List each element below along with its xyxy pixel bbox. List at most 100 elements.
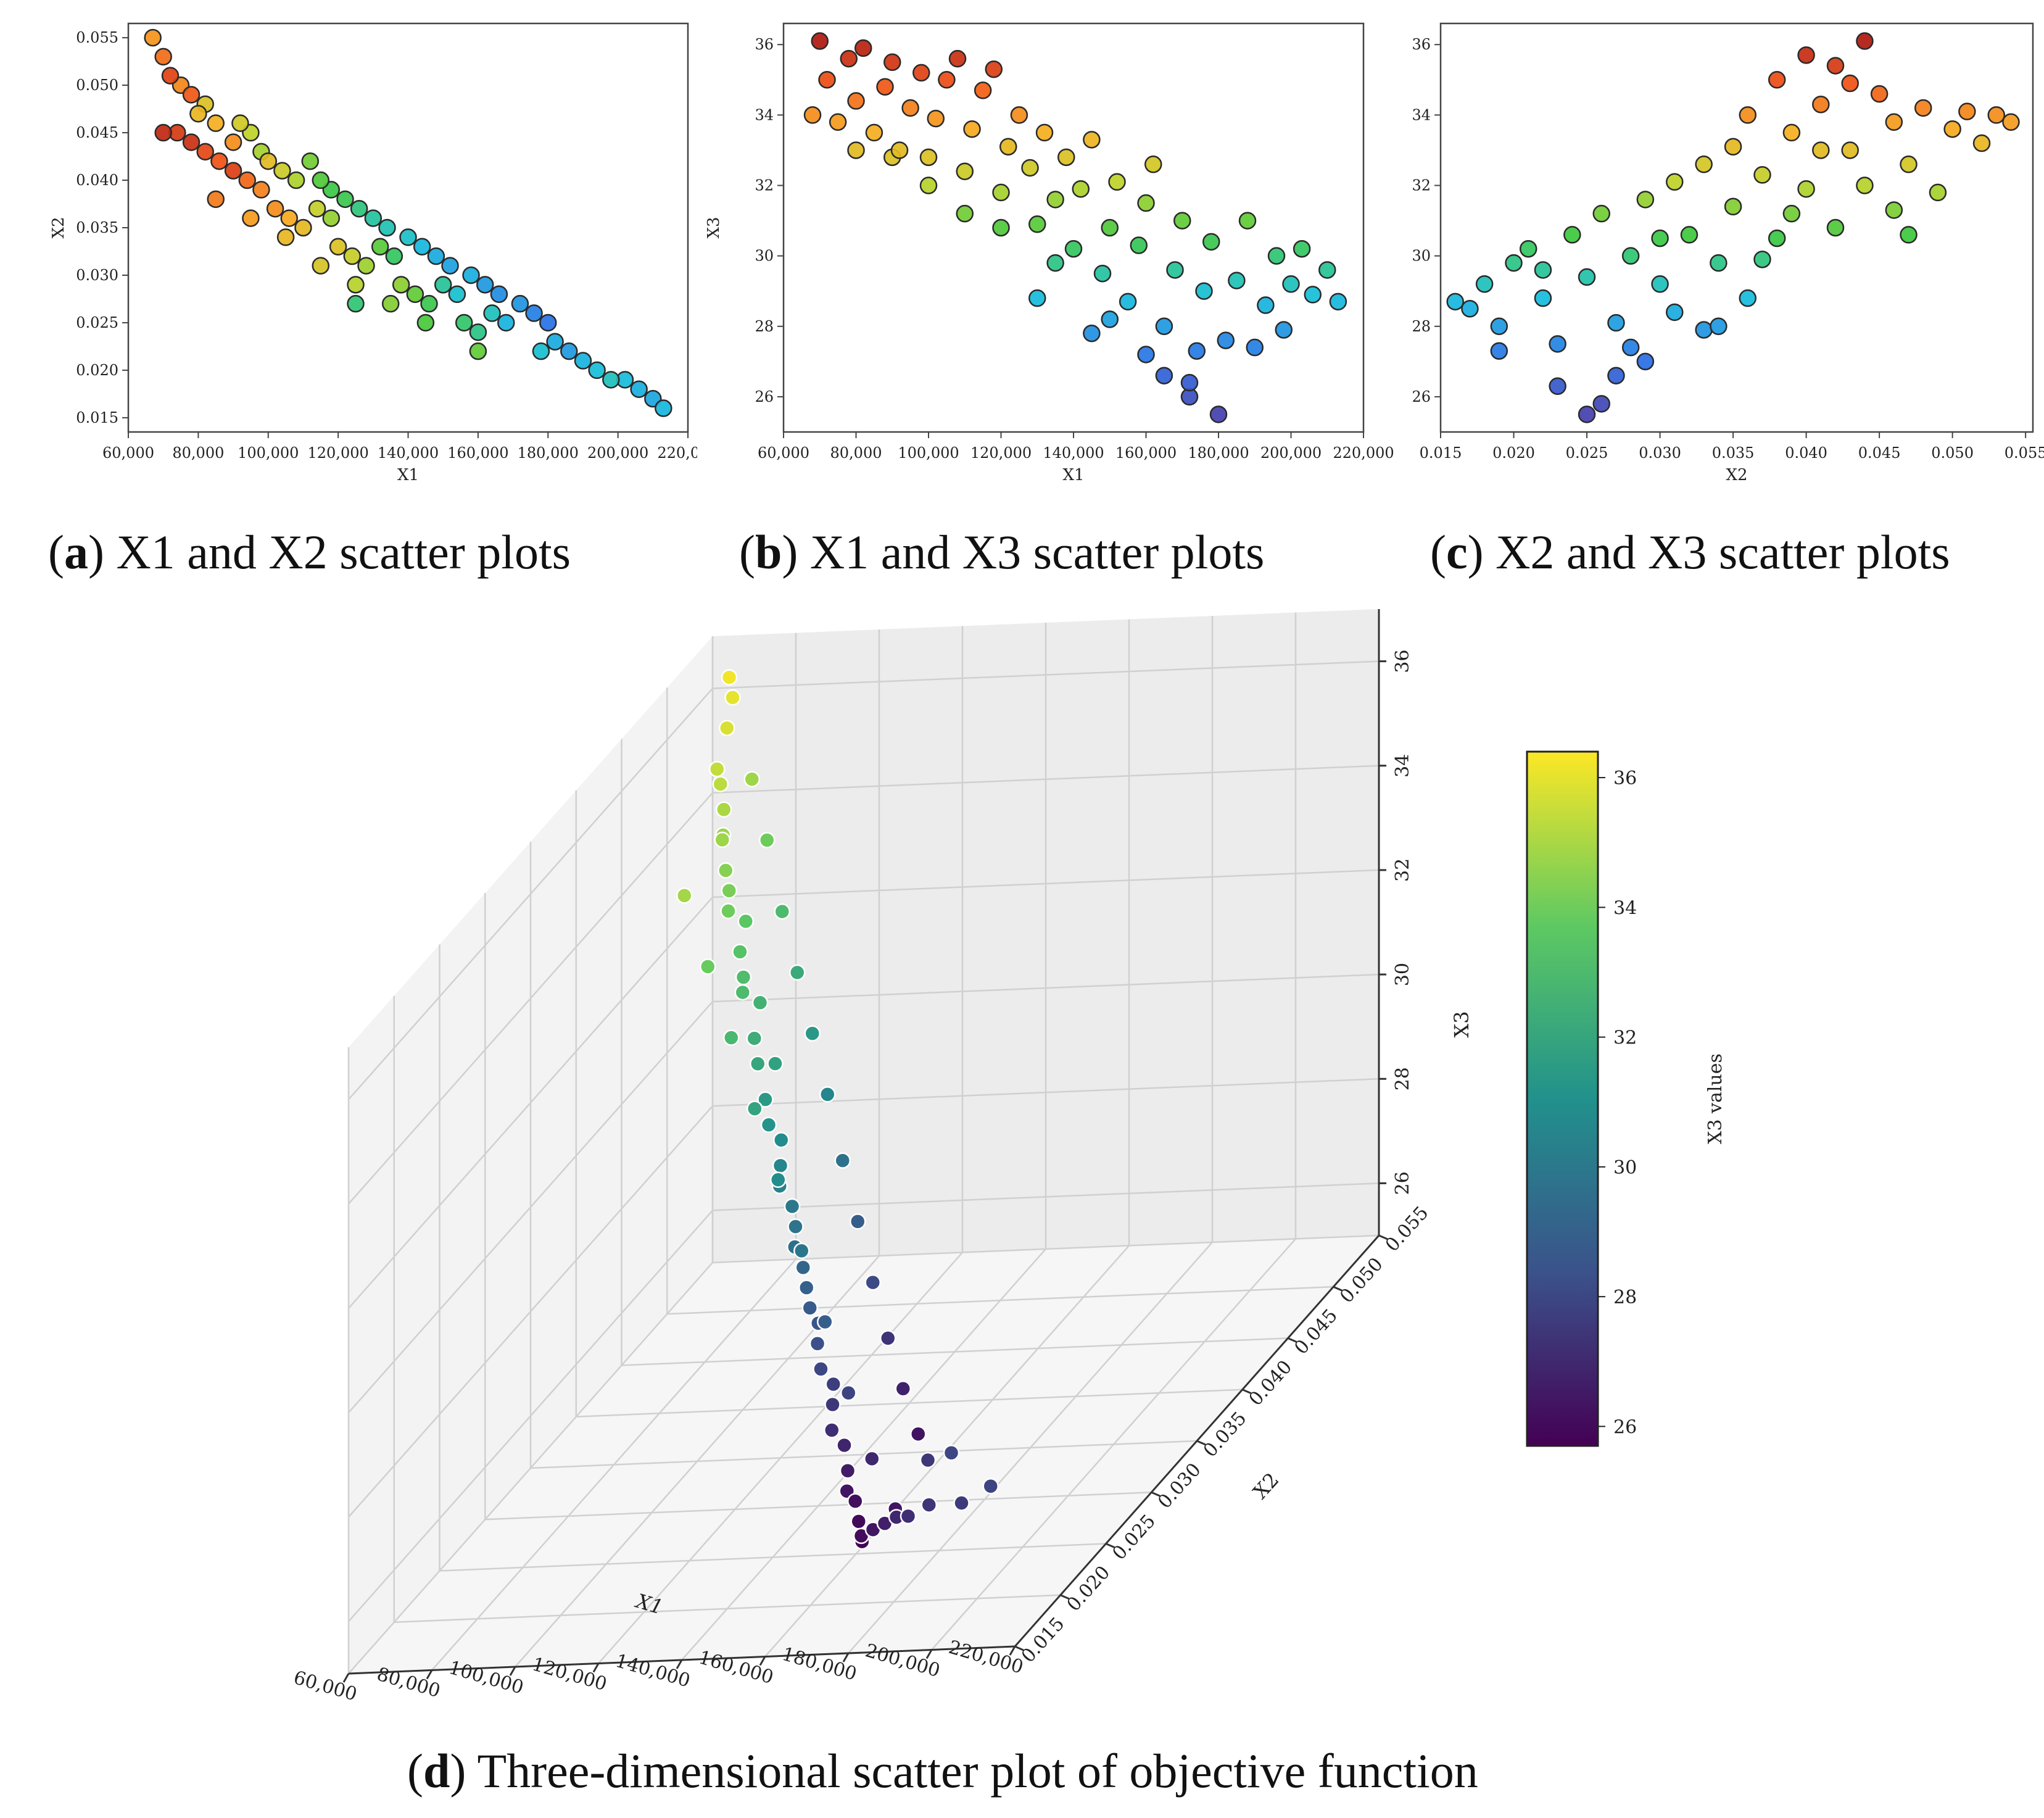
data-point-3d: [784, 1198, 801, 1215]
data-point: [1578, 268, 1596, 286]
data-point-3d: [834, 1152, 851, 1169]
colorbar-tick-label: 32: [1613, 1027, 1637, 1049]
data-point: [1841, 141, 1859, 159]
data-point: [154, 123, 172, 142]
data-point: [1257, 296, 1275, 314]
x-tick-label: 200,000: [1260, 444, 1322, 462]
data-point: [1137, 194, 1155, 212]
data-point: [392, 276, 410, 294]
x-tick-label: 0.040: [1785, 444, 1827, 462]
data-point-3d: [824, 1422, 840, 1438]
data-point: [469, 342, 487, 360]
x-tick-label: 200,000: [587, 444, 648, 462]
data-point: [803, 106, 822, 124]
data-point: [490, 285, 508, 304]
data-point: [1490, 317, 1508, 336]
back-grid-line: [712, 660, 1380, 689]
data-point: [189, 105, 207, 123]
y-tick-label: 28: [1412, 318, 1431, 335]
data-point-3d: [864, 1450, 880, 1467]
x3-tick-label: 34: [1392, 754, 1413, 778]
data-point-3d: [676, 887, 693, 904]
y-tick-label: 26: [1412, 388, 1431, 405]
data-point: [1549, 377, 1566, 396]
data-point: [999, 138, 1017, 156]
caption-c-label: c: [1446, 525, 1468, 579]
data-point: [1155, 317, 1173, 336]
data-point: [1695, 156, 1713, 173]
colorbar-tick-label: 28: [1613, 1287, 1637, 1308]
data-point: [1057, 148, 1075, 167]
x-axis-label: X1: [397, 466, 419, 484]
data-point: [1856, 176, 1874, 194]
data-point-3d: [787, 1218, 804, 1235]
y-tick-label: 0.030: [76, 267, 118, 284]
data-point-3d: [772, 1157, 789, 1174]
floor-grid-line: [712, 1234, 1380, 1264]
data-point-3d: [732, 944, 748, 960]
x2-tick-mark: [1242, 1388, 1252, 1395]
data-point: [207, 190, 225, 209]
y-tick-label: 34: [1412, 106, 1431, 123]
data-point: [381, 294, 400, 313]
data-point: [1666, 303, 1684, 322]
data-point: [207, 114, 225, 132]
data-point: [336, 190, 354, 209]
data-point: [462, 266, 480, 284]
data-point: [974, 81, 992, 99]
data-point: [1826, 218, 1845, 237]
data-point-3d: [839, 1462, 856, 1479]
y-tick-label: 0.040: [76, 172, 118, 189]
data-point: [919, 176, 938, 194]
data-point: [1856, 32, 1874, 50]
data-point: [1958, 102, 1976, 120]
data-point: [1209, 405, 1228, 423]
data-point: [1475, 275, 1494, 293]
x2-tick-mark: [1014, 1645, 1024, 1651]
x-tick-label: 120,000: [970, 444, 1032, 462]
data-point: [1841, 74, 1859, 93]
data-point: [1929, 183, 1947, 202]
data-point: [322, 209, 341, 227]
caption-d-text: Three-dimensional scatter plot of object…: [477, 1744, 1478, 1798]
data-point: [329, 238, 347, 256]
data-point-3d: [774, 903, 790, 920]
data-point: [1739, 289, 1757, 307]
data-point: [301, 152, 320, 170]
data-point: [294, 218, 312, 237]
data-point: [588, 361, 606, 380]
y-tick-label: 26: [755, 388, 774, 405]
data-point: [1166, 261, 1184, 279]
floor-grid-line: [485, 1492, 1152, 1521]
data-point: [1724, 197, 1742, 216]
data-point: [1900, 226, 1918, 244]
data-point-3d: [789, 964, 806, 981]
data-point: [357, 257, 375, 275]
x2-tick-mark: [1151, 1491, 1161, 1497]
data-point: [1812, 141, 1830, 159]
data-point: [1119, 293, 1137, 311]
x-tick-label: 60,000: [758, 444, 809, 462]
y-tick-label: 36: [755, 36, 774, 53]
x-tick-label: 180,000: [1188, 444, 1249, 462]
x3-tick-label: 36: [1392, 649, 1413, 673]
data-point: [287, 171, 305, 189]
data-point-3d: [770, 1171, 787, 1189]
scatter-chart-3d: 60,000 80,000 100,000 120,000 140,000 160,000…: [291, 609, 1726, 1706]
data-point: [1621, 247, 1640, 265]
data-point-3d: [795, 1259, 811, 1276]
data-point-3d: [895, 1380, 911, 1397]
data-point: [455, 313, 473, 332]
x2-tick-mark: [1060, 1594, 1070, 1600]
floor-grid-line: [667, 1286, 1334, 1315]
x-tick-label: 0.045: [1858, 444, 1901, 462]
data-point: [1710, 254, 1727, 272]
x-tick-label: 100,000: [898, 444, 959, 462]
data-point: [1188, 342, 1206, 360]
data-point: [238, 171, 256, 189]
caption-b-label: b: [755, 525, 782, 579]
data-point: [1461, 300, 1479, 318]
data-point: [574, 352, 592, 370]
data-point-3d: [759, 832, 776, 849]
data-point-3d: [757, 1091, 774, 1108]
